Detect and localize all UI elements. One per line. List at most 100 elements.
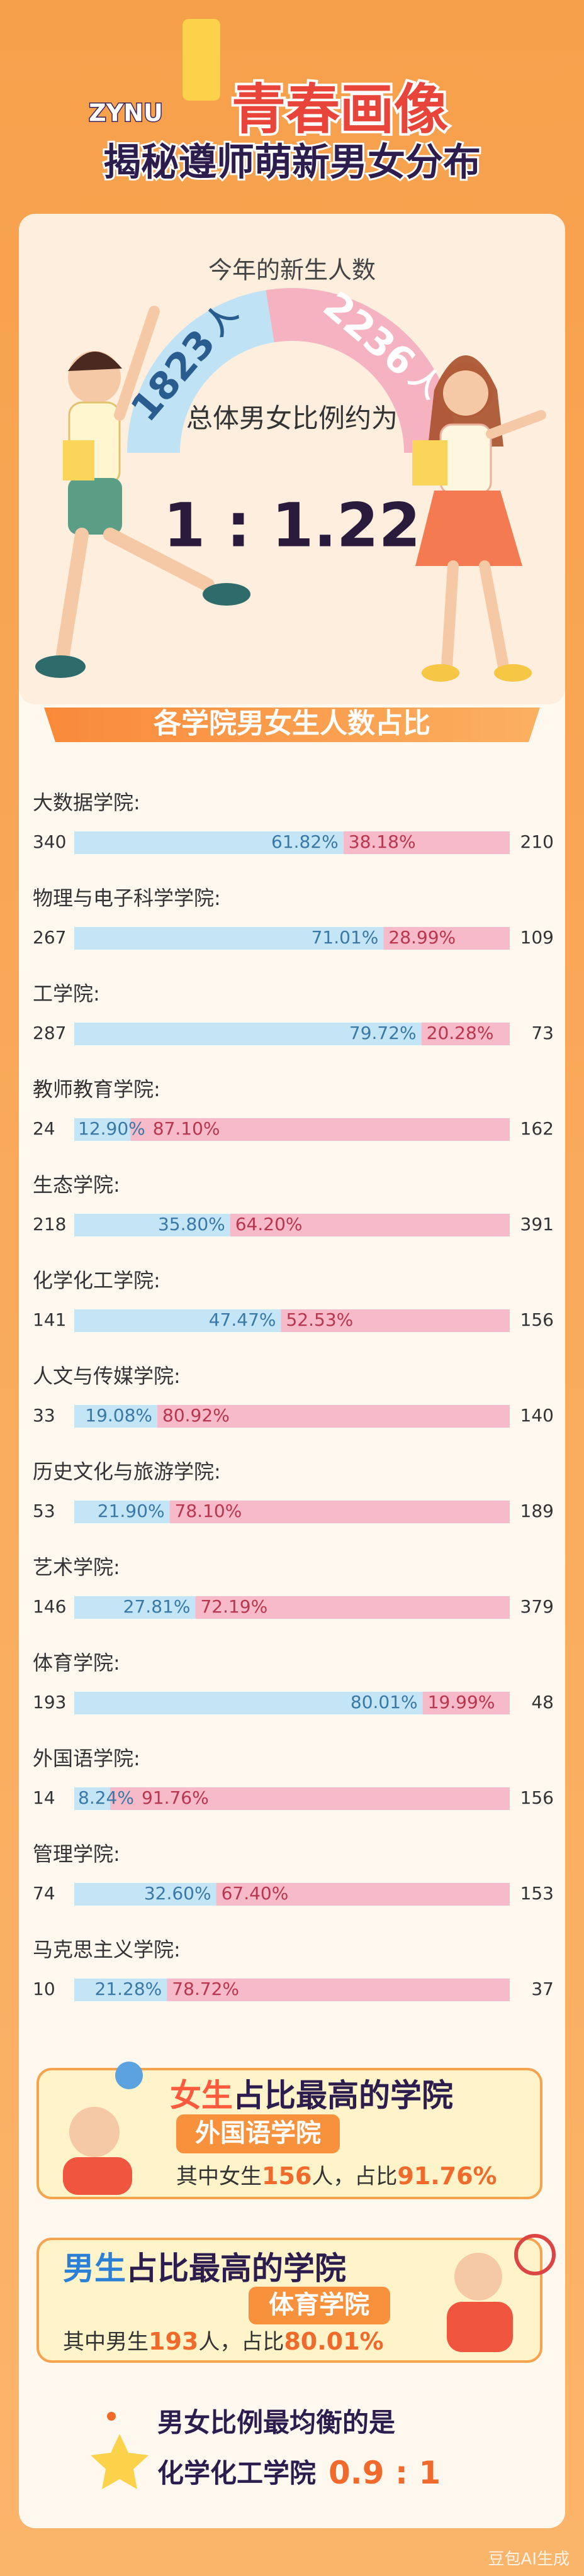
male-top-heading: 男生占比最高的学院: [63, 2250, 346, 2287]
ratio-arc: [127, 287, 457, 453]
female-bar: [110, 1787, 510, 1810]
college-pill: [249, 2287, 390, 2324]
balanced-line: 化学化工学院 0.9 : 1: [157, 2455, 441, 2491]
detail-text: 人，占比: [198, 2329, 284, 2355]
college-name: 工学院:: [33, 982, 100, 1006]
male-bar: [74, 1405, 158, 1428]
male-bar: [74, 1309, 281, 1332]
female-top-detail: 其中女生156人，占比91.76%: [176, 2162, 497, 2190]
balanced-heading: 男女比例最均衡的是: [157, 2407, 395, 2438]
female-bar: [383, 927, 510, 950]
female-count: 153: [520, 1883, 554, 1904]
male-top-detail: 其中男生193人，占比80.01%: [63, 2328, 384, 2355]
college-name: 马克思主义学院:: [33, 1938, 181, 1962]
male-arc: [127, 290, 274, 453]
female-bar: [422, 1692, 510, 1714]
female-pct: 20.28%: [427, 1023, 494, 1043]
male-pct: 79.72%: [349, 1023, 417, 1043]
male-count: 267: [33, 927, 66, 948]
college-name: 艺术学院:: [33, 1555, 120, 1579]
female-count: 210: [520, 831, 554, 852]
female-bar: [343, 831, 510, 854]
female-pct: 38.18%: [349, 831, 416, 852]
male-pct: 27.81%: [123, 1596, 191, 1617]
male-bar: [74, 1214, 230, 1236]
male-count: 14: [33, 1787, 55, 1808]
male-count: 193: [33, 1692, 66, 1713]
female-count: 391: [520, 1214, 554, 1235]
male-count: 24: [33, 1118, 55, 1139]
male-count: 74: [33, 1883, 55, 1904]
male-bar: [74, 1501, 170, 1523]
female-bar: [195, 1596, 510, 1619]
female-bar: [421, 1023, 510, 1045]
female-pct: 67.40%: [222, 1883, 289, 1904]
female-count: 379: [520, 1596, 554, 1617]
girl-icon: [63, 2157, 132, 2195]
male-pct: 80.01%: [351, 1692, 418, 1713]
female-count: 48: [531, 1692, 554, 1713]
detail-number: 156: [262, 2162, 312, 2190]
college-name: 管理学院:: [33, 1842, 120, 1866]
male-pct: 21.90%: [98, 1501, 165, 1521]
college-name: 外国语学院:: [33, 1746, 140, 1770]
detail-text: 其中女生: [176, 2164, 262, 2189]
emphasis: 男生: [63, 2250, 126, 2287]
male-pct: 61.82%: [271, 831, 339, 852]
male-bar: [74, 1596, 196, 1619]
ratio: 1 : 1.22: [164, 490, 421, 560]
female-bar: [216, 1883, 510, 1906]
star-icon: [91, 2434, 149, 2489]
male-top-college: 体育学院: [269, 2290, 369, 2319]
male-pct: 21.28%: [94, 1979, 162, 1999]
female-bar: [230, 1214, 510, 1236]
detail-number: 91.76%: [397, 2162, 497, 2190]
female-pct: 91.76%: [142, 1787, 209, 1808]
female-top-college: 外国语学院: [195, 2119, 321, 2148]
college-name: 化学化工学院:: [33, 1269, 160, 1292]
college-pill: [176, 2114, 340, 2153]
detail-text: 其中男生: [63, 2329, 149, 2355]
female-bar: [169, 1501, 510, 1523]
female-top-heading: 女生占比最高的学院: [170, 2077, 453, 2114]
male-count: 340: [33, 831, 66, 852]
female-count: 189: [520, 1501, 554, 1521]
female-arc: [266, 287, 457, 453]
female-pct: 64.20%: [235, 1214, 303, 1235]
female-bar: [281, 1309, 510, 1332]
ratio-caption: 总体男女比例约为: [186, 403, 398, 434]
card: [19, 214, 565, 2528]
female-count: 73: [531, 1023, 554, 1043]
female-pct: 80.92%: [162, 1405, 230, 1426]
female-bar: [167, 1979, 510, 2001]
female-pct: 87.10%: [153, 1118, 220, 1139]
male-count: 141: [33, 1309, 66, 1330]
male-pct: 12.90%: [78, 1118, 145, 1139]
emphasis: 女生: [170, 2077, 233, 2114]
heading: 占比最高的学院: [126, 2250, 346, 2287]
male-bar: [74, 927, 384, 950]
female-count: 109: [520, 927, 554, 948]
detail-number: 193: [149, 2328, 198, 2355]
watermark: 豆包AI生成: [488, 2550, 570, 2569]
detail-number: 80.01%: [284, 2328, 383, 2355]
subtitle: 揭秘遵师萌新男女分布: [103, 141, 481, 185]
title: 青春画像: [232, 78, 448, 141]
female-top-box: 女生占比最高的学院 外国语学院 其中女生156人，占比91.76%: [36, 2062, 542, 2199]
boy-icon: [447, 2302, 513, 2352]
brand: ZYNU: [89, 99, 163, 127]
section-banner: [44, 708, 540, 742]
female-bar: [157, 1405, 510, 1428]
male-bar: [74, 1023, 422, 1045]
college-name: 大数据学院:: [33, 791, 140, 814]
dot-icon: [107, 2412, 116, 2421]
boy-icon: [454, 2253, 502, 2301]
male-bar: [74, 1692, 423, 1714]
female-pct: 78.72%: [172, 1979, 239, 1999]
college-name: 物理与电子科学学院:: [33, 886, 221, 910]
overview-panel: [19, 214, 565, 704]
female-pct: 78.10%: [175, 1501, 242, 1521]
male-pct: 19.08%: [85, 1405, 152, 1426]
